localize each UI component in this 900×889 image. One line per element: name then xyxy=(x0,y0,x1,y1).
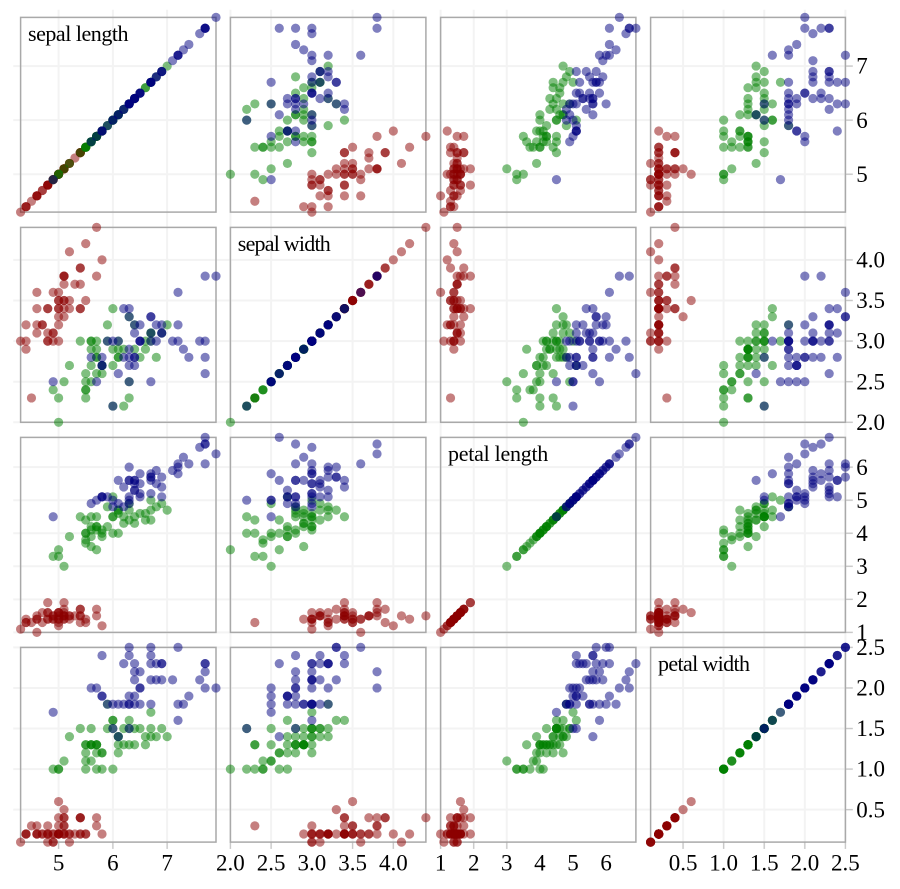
svg-text:3: 3 xyxy=(856,554,868,579)
svg-text:1.5: 1.5 xyxy=(750,851,779,876)
svg-text:2: 2 xyxy=(468,851,480,876)
svg-text:petal length: petal length xyxy=(448,441,548,466)
svg-text:4.0: 4.0 xyxy=(379,851,408,876)
svg-text:5: 5 xyxy=(856,488,868,513)
svg-text:2.5: 2.5 xyxy=(257,851,286,876)
svg-text:5: 5 xyxy=(567,851,579,876)
svg-text:2.0: 2.0 xyxy=(856,676,885,701)
svg-text:6: 6 xyxy=(107,851,119,876)
svg-text:2.0: 2.0 xyxy=(856,410,885,435)
svg-text:1.0: 1.0 xyxy=(856,757,885,782)
svg-text:2.5: 2.5 xyxy=(831,851,860,876)
svg-text:petal width: petal width xyxy=(658,651,750,676)
svg-text:sepal width: sepal width xyxy=(238,231,331,256)
svg-text:1: 1 xyxy=(856,620,868,645)
svg-text:2.5: 2.5 xyxy=(856,369,885,394)
svg-text:7: 7 xyxy=(161,851,173,876)
svg-text:4: 4 xyxy=(534,851,546,876)
svg-text:0.5: 0.5 xyxy=(669,851,698,876)
svg-text:1: 1 xyxy=(435,851,447,876)
svg-text:4.0: 4.0 xyxy=(856,247,885,272)
svg-text:5: 5 xyxy=(856,162,868,187)
svg-text:6: 6 xyxy=(856,455,868,480)
svg-text:0.5: 0.5 xyxy=(856,797,885,822)
svg-text:3: 3 xyxy=(501,851,513,876)
svg-text:2.0: 2.0 xyxy=(216,851,245,876)
svg-text:2: 2 xyxy=(856,587,868,612)
svg-text:sepal length: sepal length xyxy=(28,21,129,46)
svg-text:5: 5 xyxy=(53,851,65,876)
svg-text:3.5: 3.5 xyxy=(338,851,367,876)
svg-text:2.5: 2.5 xyxy=(856,635,885,660)
svg-text:1.5: 1.5 xyxy=(856,716,885,741)
svg-text:6: 6 xyxy=(600,851,612,876)
svg-text:7: 7 xyxy=(856,54,868,79)
svg-text:2.0: 2.0 xyxy=(790,851,819,876)
svg-text:1.0: 1.0 xyxy=(709,851,738,876)
svg-text:3.0: 3.0 xyxy=(856,329,885,354)
svg-text:4: 4 xyxy=(856,521,868,546)
svg-text:3.0: 3.0 xyxy=(297,851,326,876)
svg-text:6: 6 xyxy=(856,108,868,133)
svg-text:3.5: 3.5 xyxy=(856,288,885,313)
